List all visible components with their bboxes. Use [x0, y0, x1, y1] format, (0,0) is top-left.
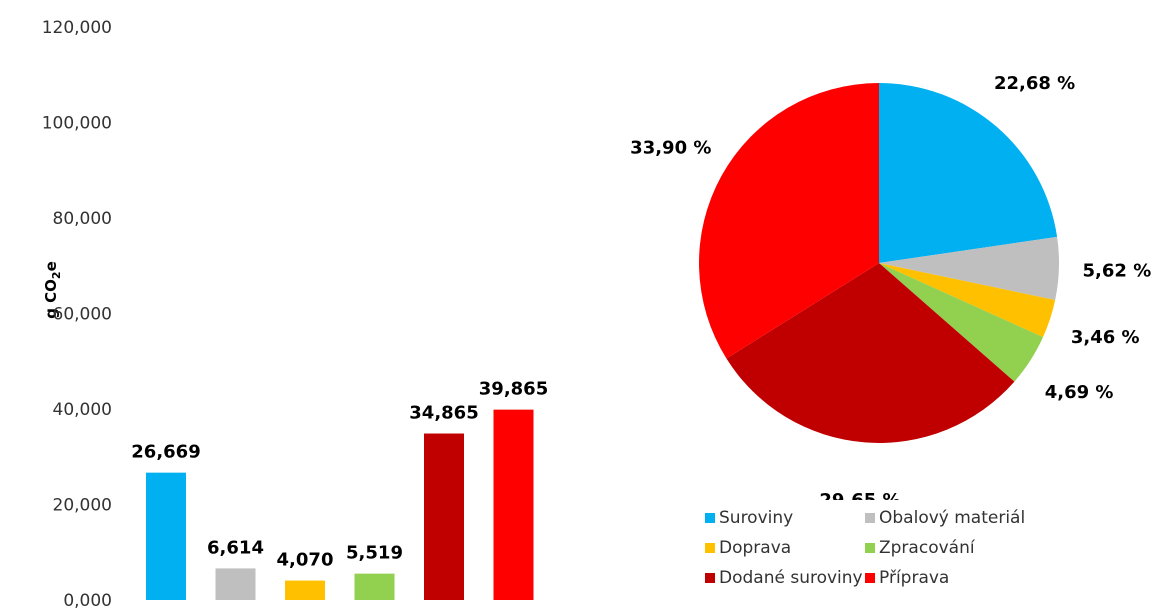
bar: [285, 580, 325, 600]
y-tick-label: 100,000: [42, 114, 112, 134]
bar: [146, 472, 186, 600]
legend-swatch: [865, 513, 875, 523]
pie-slice: [699, 83, 879, 359]
legend-swatch: [705, 543, 715, 553]
pie-value-label: 29,65 %: [819, 490, 900, 500]
legend-swatch: [705, 513, 715, 523]
legend-item: Doprava: [705, 538, 791, 558]
pie-value-label: 5,62 %: [1083, 260, 1152, 281]
y-axis-label-subscript: 2: [50, 271, 63, 279]
legend-label: Suroviny: [719, 508, 794, 528]
legend-label: Příprava: [879, 568, 950, 588]
bar: [424, 433, 464, 600]
bar-chart: g CO2e 0,000 20,000 40,000 60,000 80,000 100,…: [42, 18, 549, 608]
legend-label: Obalový materiál: [879, 508, 1026, 528]
legend-item: Obalový materiál: [865, 508, 1025, 528]
y-tick-label: 20,000: [53, 496, 112, 516]
bar-value-label: 5,519: [346, 543, 403, 564]
pie-slice: [879, 263, 1044, 382]
legend-swatch: [865, 573, 875, 583]
bar-value-label: 39,865: [479, 379, 548, 400]
legend-swatch: [865, 543, 875, 553]
bar-value-label: 6,614: [207, 537, 264, 558]
pie-chart: 22,68 % 5,62 % 3,46 % 4,69 % 29,65 % 33,90 %: [630, 73, 1152, 500]
y-tick-label: 40,000: [53, 400, 112, 420]
y-axis-label-tail: e: [42, 261, 60, 271]
legend-item: Dodané suroviny: [705, 568, 863, 588]
y-tick-label: 80,000: [53, 209, 112, 229]
y-tick-label: 0,000: [63, 591, 112, 608]
bar: [493, 409, 534, 600]
pie-value-label: 33,90 %: [630, 138, 711, 159]
pie-slice: [879, 236, 1059, 301]
pie-value-label: 3,46 %: [1071, 327, 1140, 348]
bar: [215, 568, 256, 600]
legend-swatch: [705, 573, 715, 583]
bar-value-label: 4,070: [277, 550, 334, 571]
bar-value-label: 34,865: [409, 403, 478, 424]
legend-label: Dodané suroviny: [719, 568, 863, 588]
legend-label: Doprava: [719, 538, 792, 558]
pie-slice: [726, 263, 1015, 443]
legend-label: Zpracování: [879, 538, 975, 558]
y-tick-label: 120,000: [42, 18, 112, 38]
pie-value-label: 22,68 %: [994, 73, 1075, 94]
bar: [354, 573, 395, 600]
y-tick-label: 60,000: [53, 305, 112, 325]
legend-item: Zpracování: [865, 538, 975, 558]
bar-value-label: 26,669: [131, 442, 200, 463]
legend-item: Suroviny: [705, 508, 793, 528]
pie-value-label: 4,69 %: [1045, 382, 1114, 403]
pie-slice: [879, 83, 1058, 263]
pie-slice: [879, 263, 1056, 338]
legend-item: Příprava: [865, 568, 949, 588]
y-axis-label: g CO2e: [42, 261, 63, 319]
